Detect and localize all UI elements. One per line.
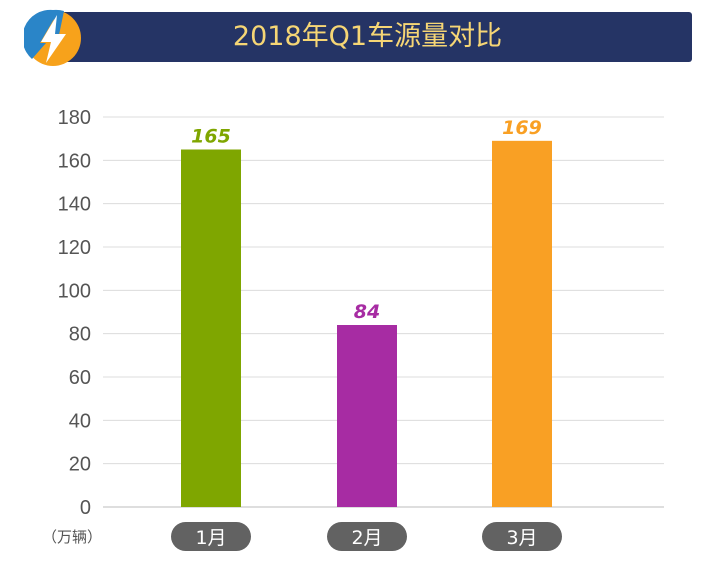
bar — [337, 325, 397, 507]
bars — [181, 140, 552, 508]
bar-value-label: 169 — [502, 117, 542, 139]
title-banner: 2018年Q1车源量对比 — [43, 12, 692, 62]
category-pill — [327, 522, 407, 551]
x-category-label: 2月 — [351, 527, 382, 549]
y-tick-label: 40 — [69, 410, 91, 432]
y-axis-unit-label: （万辆） — [42, 528, 102, 546]
y-tick-label: 160 — [58, 150, 91, 172]
y-axis-ticks: 0 20 40 60 80 100 120 140 160 180 — [58, 107, 91, 519]
bar-value-labels: 165 84 169 — [191, 117, 542, 323]
x-category-label: 1月 — [195, 527, 226, 549]
bar — [492, 140, 552, 508]
bar-value-label: 84 — [354, 301, 380, 323]
category-pill — [171, 522, 251, 551]
bar-value-label: 165 — [191, 126, 231, 148]
category-pill — [482, 522, 562, 551]
lightning-bolt-icon — [24, 9, 81, 66]
page-title: 2018年Q1车源量对比 — [232, 21, 503, 52]
y-tick-label: 140 — [58, 194, 91, 216]
y-tick-label: 180 — [58, 107, 91, 129]
y-tick-label: 100 — [58, 280, 91, 302]
y-tick-label: 120 — [58, 237, 91, 259]
bar — [181, 149, 241, 507]
y-tick-label: 0 — [80, 497, 91, 519]
x-axis-categories: 1月 2月 3月 — [171, 522, 562, 551]
y-tick-label: 20 — [69, 454, 91, 476]
y-tick-label: 60 — [69, 367, 91, 389]
x-category-label: 3月 — [506, 527, 537, 549]
y-tick-label: 80 — [69, 324, 91, 346]
